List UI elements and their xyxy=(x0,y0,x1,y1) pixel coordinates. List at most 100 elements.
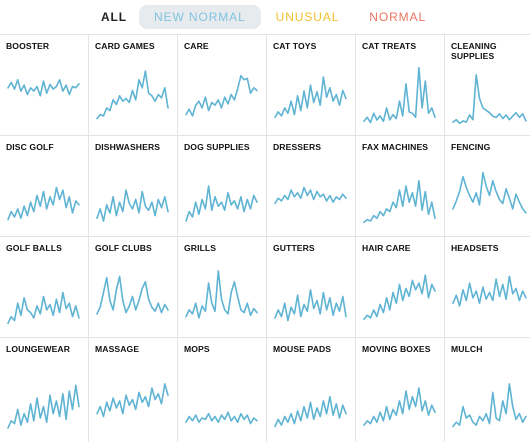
category-title: GRILLS xyxy=(184,243,217,253)
category-title: HEADSETS xyxy=(451,243,499,253)
category-cell[interactable]: MOPS xyxy=(178,338,267,442)
category-title: GOLF BALLS xyxy=(6,243,62,253)
sparkline-line xyxy=(96,70,169,120)
category-cell[interactable]: GOLF BALLS xyxy=(0,237,89,338)
sparkline-chart xyxy=(274,395,347,428)
sparkline-line xyxy=(185,270,258,319)
category-cell[interactable]: HAIR CARE xyxy=(356,237,445,338)
sparkline-chart xyxy=(7,78,80,97)
sparkline-line xyxy=(185,74,258,117)
sparkline-chart xyxy=(185,270,258,319)
category-cell[interactable]: DISHWASHERS xyxy=(89,136,178,237)
sparkline-chart xyxy=(274,288,347,322)
sparkline-line xyxy=(7,291,80,325)
category-title: FAX MACHINES xyxy=(362,142,429,152)
category-cell[interactable]: MASSAGE xyxy=(89,338,178,442)
filter-all-button[interactable]: ALL xyxy=(100,10,127,24)
category-cell[interactable]: DISC GOLF xyxy=(0,136,89,237)
sparkline-line xyxy=(7,384,80,429)
sparkline-chart xyxy=(96,275,169,315)
category-title: DISHWASHERS xyxy=(95,142,161,152)
sparkline-chart xyxy=(7,384,80,429)
category-cell[interactable]: GOLF CLUBS xyxy=(89,237,178,338)
category-title: DISC GOLF xyxy=(6,142,54,152)
sparkline-line xyxy=(96,275,169,315)
category-cell[interactable]: CARD GAMES xyxy=(89,35,178,136)
category-title: BOOSTER xyxy=(6,41,50,51)
category-cell[interactable]: DOG SUPPLIES xyxy=(178,136,267,237)
category-cell[interactable]: GRILLS xyxy=(178,237,267,338)
category-cell[interactable]: MOUSE PADS xyxy=(267,338,356,442)
sparkline-chart xyxy=(452,74,527,125)
sparkline-line xyxy=(363,66,436,124)
sparkline-line xyxy=(274,288,347,322)
category-cell[interactable]: CLEANING SUPPLIES xyxy=(445,35,530,136)
sparkline-chart xyxy=(363,179,436,224)
sparkline-chart xyxy=(96,70,169,120)
sparkline-line xyxy=(96,383,169,418)
sparkline-line xyxy=(96,189,169,222)
sparkline-chart xyxy=(7,186,80,221)
sparkline-line xyxy=(452,171,527,214)
sparkline-chart xyxy=(96,383,169,418)
category-cell[interactable]: DRESSERS xyxy=(267,136,356,237)
category-title: DOG SUPPLIES xyxy=(184,142,250,152)
sparkline-line xyxy=(452,383,527,428)
category-title: CAT TOYS xyxy=(273,41,317,51)
sparkline-line xyxy=(452,74,527,125)
category-title: MOVING BOXES xyxy=(362,344,431,354)
category-cell[interactable]: MULCH xyxy=(445,338,530,442)
sparkline-line xyxy=(185,411,258,425)
sparkline-chart xyxy=(452,171,527,214)
sparkline-line xyxy=(274,395,347,428)
category-title: MULCH xyxy=(451,344,483,354)
category-title: HAIR CARE xyxy=(362,243,411,253)
sparkline-chart xyxy=(274,186,347,205)
category-title: MASSAGE xyxy=(95,344,140,354)
sparkline-chart xyxy=(185,74,258,117)
sparkline-chart xyxy=(363,387,436,426)
filter-new-normal-button[interactable]: NEW NORMAL xyxy=(138,5,261,29)
category-title: MOPS xyxy=(184,344,210,354)
category-title: GUTTERS xyxy=(273,243,315,253)
sparkline-chart xyxy=(274,76,347,119)
filter-bar: ALL NEW NORMAL UNUSUAL NORMAL xyxy=(0,0,530,34)
sparkline-line xyxy=(274,186,347,205)
filter-unusual-button[interactable]: UNUSUAL xyxy=(275,10,340,24)
category-cell[interactable]: CARE xyxy=(178,35,267,136)
sparkline-line xyxy=(185,185,258,222)
category-title: DRESSERS xyxy=(273,142,322,152)
category-title: LOUNGEWEAR xyxy=(6,344,71,354)
category-title: CARE xyxy=(184,41,209,51)
category-cell[interactable]: MOVING BOXES xyxy=(356,338,445,442)
sparkline-chart xyxy=(7,291,80,325)
sparkline-chart xyxy=(185,411,258,425)
category-title: FENCING xyxy=(451,142,491,152)
category-grid: BOOSTER CARD GAMES CARE CAT TOYS CAT TREATS C… xyxy=(0,34,530,442)
category-title: CLEANING SUPPLIES xyxy=(451,41,497,61)
sparkline-chart xyxy=(185,185,258,222)
category-title: CAT TREATS xyxy=(362,41,417,51)
sparkline-chart xyxy=(96,189,169,222)
sparkline-chart xyxy=(363,66,436,124)
category-cell[interactable]: HEADSETS xyxy=(445,237,530,338)
sparkline-line xyxy=(7,186,80,221)
category-cell[interactable]: CAT TOYS xyxy=(267,35,356,136)
sparkline-line xyxy=(363,274,436,321)
category-cell[interactable]: FENCING xyxy=(445,136,530,237)
category-cell[interactable]: CAT TREATS xyxy=(356,35,445,136)
sparkline-line xyxy=(274,76,347,119)
sparkline-line xyxy=(452,275,527,307)
category-title: MOUSE PADS xyxy=(273,344,332,354)
sparkline-line xyxy=(7,78,80,97)
category-title: CARD GAMES xyxy=(95,41,155,51)
sparkline-line xyxy=(363,387,436,426)
category-cell[interactable]: FAX MACHINES xyxy=(356,136,445,237)
sparkline-chart xyxy=(452,275,527,307)
sparkline-chart xyxy=(452,383,527,428)
category-cell[interactable]: BOOSTER xyxy=(0,35,89,136)
filter-normal-button[interactable]: NORMAL xyxy=(369,10,427,24)
category-cell[interactable]: GUTTERS xyxy=(267,237,356,338)
sparkline-chart xyxy=(363,274,436,321)
category-cell[interactable]: LOUNGEWEAR xyxy=(0,338,89,442)
